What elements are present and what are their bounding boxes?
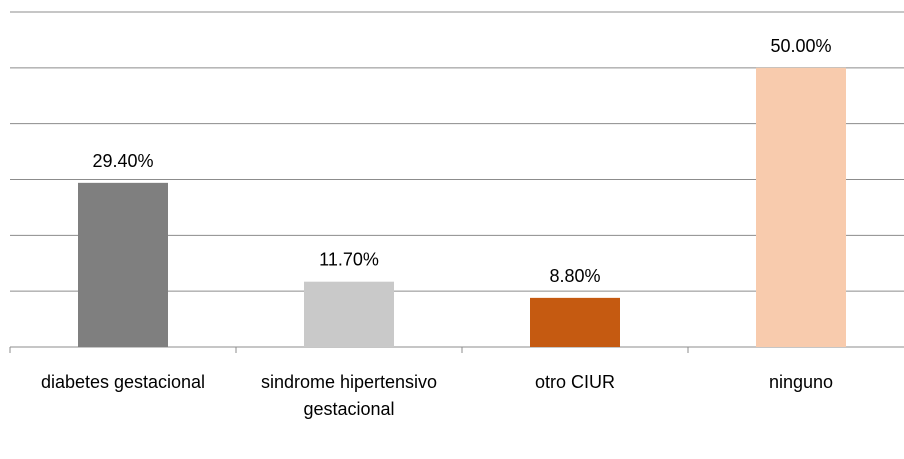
bar [530, 297, 620, 347]
bar [756, 67, 846, 347]
bar [78, 182, 168, 347]
value-label: 8.80% [549, 266, 600, 286]
x-tick-label: sindrome hipertensivo gestacional [260, 372, 438, 419]
x-tick-label: ninguno [768, 372, 834, 392]
value-label: 29.40% [92, 151, 153, 171]
bar [304, 281, 394, 347]
x-tick-label: otro CIUR [534, 372, 615, 392]
value-label: 50.00% [770, 36, 831, 56]
x-tick-label: diabetes gestacional [40, 372, 206, 392]
value-label: 11.70% [319, 250, 379, 270]
